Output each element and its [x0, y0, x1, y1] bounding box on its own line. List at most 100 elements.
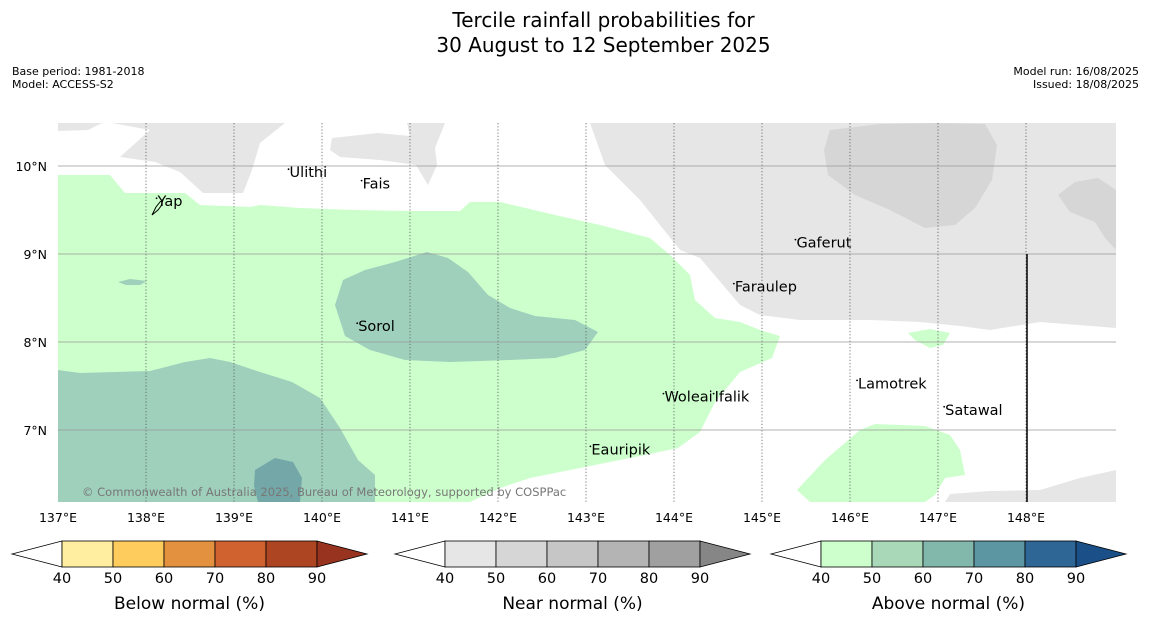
place-labels: Ulithi Fais Yap Gaferut Faraulep Sorol Woleai I… — [155, 165, 1003, 458]
title-line-2: 30 August to 12 September 2025 — [436, 33, 771, 57]
colorbar-over-triangle — [316, 540, 369, 568]
place-label: Sorol — [358, 319, 395, 335]
longitude-tick-label: 145°E — [743, 510, 781, 525]
gridlines — [58, 123, 1116, 502]
longitude-tick-label: 144°E — [655, 510, 693, 525]
above-normal-50-region-tiny — [118, 279, 147, 285]
colorbar-segment — [495, 540, 548, 568]
longitude-tick-label: 141°E — [391, 510, 429, 525]
place-marker — [155, 197, 158, 200]
colorbar-segment — [546, 540, 599, 568]
place-label: Ifalik — [715, 390, 750, 406]
colorbar-segment — [973, 540, 1026, 568]
longitude-tick-label: 147°E — [919, 510, 957, 525]
issued-date: Issued: 18/08/2025 — [1032, 78, 1139, 91]
colorbar-under-triangle — [393, 540, 446, 568]
colorbar-tick-label: 70 — [206, 571, 224, 587]
colorbar-segment — [597, 540, 650, 568]
place-marker — [943, 405, 946, 408]
place-marker — [712, 392, 715, 395]
longitude-tick-label: 142°E — [479, 510, 517, 525]
colorbar-tick-label: 60 — [155, 571, 173, 587]
near-normal-region-north — [330, 123, 445, 185]
longitude-labels: 137°E 138°E 139°E 140°E 141°E 142°E 143°E 144°E… — [39, 510, 1045, 525]
colorbar-segment — [444, 540, 497, 568]
colorbar-segment — [648, 540, 701, 568]
map-title: Tercile rainfall probabilities for 30 Au… — [0, 8, 1150, 58]
above-normal-60-region — [254, 458, 302, 502]
colorbar-segment — [265, 540, 318, 568]
colorbar-tick-label: 40 — [812, 571, 830, 587]
longitude-tick-label: 143°E — [567, 510, 605, 525]
colorbar-over-triangle — [699, 540, 752, 568]
place-marker — [287, 168, 290, 171]
place-label: Yap — [157, 194, 183, 210]
colorbar-tick-label: 90 — [1067, 571, 1085, 587]
place-marker — [360, 179, 363, 182]
colorbar-tick-label: 80 — [640, 571, 658, 587]
near-normal-legend-title: Near normal (%) — [502, 594, 643, 614]
colorbar-tick-label: 90 — [691, 571, 709, 587]
place-label: Faraulep — [735, 280, 797, 296]
below-normal-legend-title: Below normal (%) — [114, 594, 265, 614]
colorbar-tick-label: 60 — [914, 571, 932, 587]
place-label: Gaferut — [796, 236, 851, 252]
colorbar-tick-label: 50 — [863, 571, 881, 587]
latitude-tick-label: 9°N — [23, 247, 47, 262]
place-marker — [856, 379, 858, 382]
colorbar-tick-label: 80 — [257, 571, 275, 587]
colorbar-tick-label: 60 — [538, 571, 556, 587]
colorbar-segment — [820, 540, 873, 568]
place-marker — [662, 392, 665, 395]
colorbar-over-triangle — [1075, 540, 1128, 568]
colorbar-tick-label: 90 — [308, 571, 326, 587]
longitude-tick-label: 139°E — [215, 510, 253, 525]
colorbar: 40 50 60 70 80 90 — [393, 540, 752, 587]
colorbar-tick-label: 40 — [53, 571, 71, 587]
place-label: Eauripik — [591, 442, 650, 458]
place-label: Lamotrek — [858, 376, 927, 392]
colorbar-segment — [112, 540, 165, 568]
copyright-notice: © Commonwealth of Australia 2025, Bureau… — [82, 485, 566, 499]
colorbar-under-triangle — [769, 540, 822, 568]
place-marker — [356, 322, 359, 325]
longitude-tick-label: 146°E — [831, 510, 869, 525]
colorbar-tick-label: 80 — [1016, 571, 1034, 587]
near-normal-region-north — [112, 123, 285, 193]
place-marker — [589, 445, 592, 448]
run-info: Model run: 16/08/2025 Issued: 18/08/2025 — [1013, 65, 1139, 91]
model-info: Base period: 1981-2018 Model: ACCESS-S2 — [12, 65, 144, 91]
above-normal-legend-title: Above normal (%) — [871, 594, 1026, 614]
colorbar-under-triangle — [10, 540, 63, 568]
latitude-tick-label: 8°N — [23, 335, 47, 350]
above-normal-region-southeast — [797, 424, 965, 502]
place-label: Woleai — [664, 390, 712, 406]
place-label: Satawal — [945, 403, 1002, 419]
longitude-tick-label: 148°E — [1007, 510, 1045, 525]
colorbar-tick-label: 70 — [965, 571, 983, 587]
model-name: Model: ACCESS-S2 — [12, 78, 114, 91]
title-line-1: Tercile rainfall probabilities for — [452, 8, 755, 32]
longitude-tick-label: 140°E — [303, 510, 341, 525]
longitude-tick-label: 138°E — [127, 510, 165, 525]
near-normal-region-north — [58, 123, 102, 131]
above-normal-50-region — [335, 252, 598, 362]
colorbar-segment — [214, 540, 267, 568]
near-normal-region-darker — [824, 123, 997, 228]
above-normal-region-small — [908, 329, 950, 348]
colorbar: 40 50 60 70 80 90 — [769, 540, 1128, 587]
place-label: Fais — [363, 177, 390, 193]
yap-island-outline — [151, 198, 164, 216]
near-normal-region-south — [945, 470, 1116, 502]
place-marker — [794, 238, 797, 241]
colorbar-segment — [163, 540, 216, 568]
colorbar-tick-label: 50 — [487, 571, 505, 587]
latitude-tick-label: 10°N — [15, 159, 47, 174]
longitude-tick-label: 137°E — [39, 510, 77, 525]
colorbar-tick-label: 50 — [104, 571, 122, 587]
colorbar-segment — [922, 540, 975, 568]
colorbar-segment — [871, 540, 924, 568]
colorbar-tick-label: 40 — [436, 571, 454, 587]
place-marker — [732, 282, 735, 285]
